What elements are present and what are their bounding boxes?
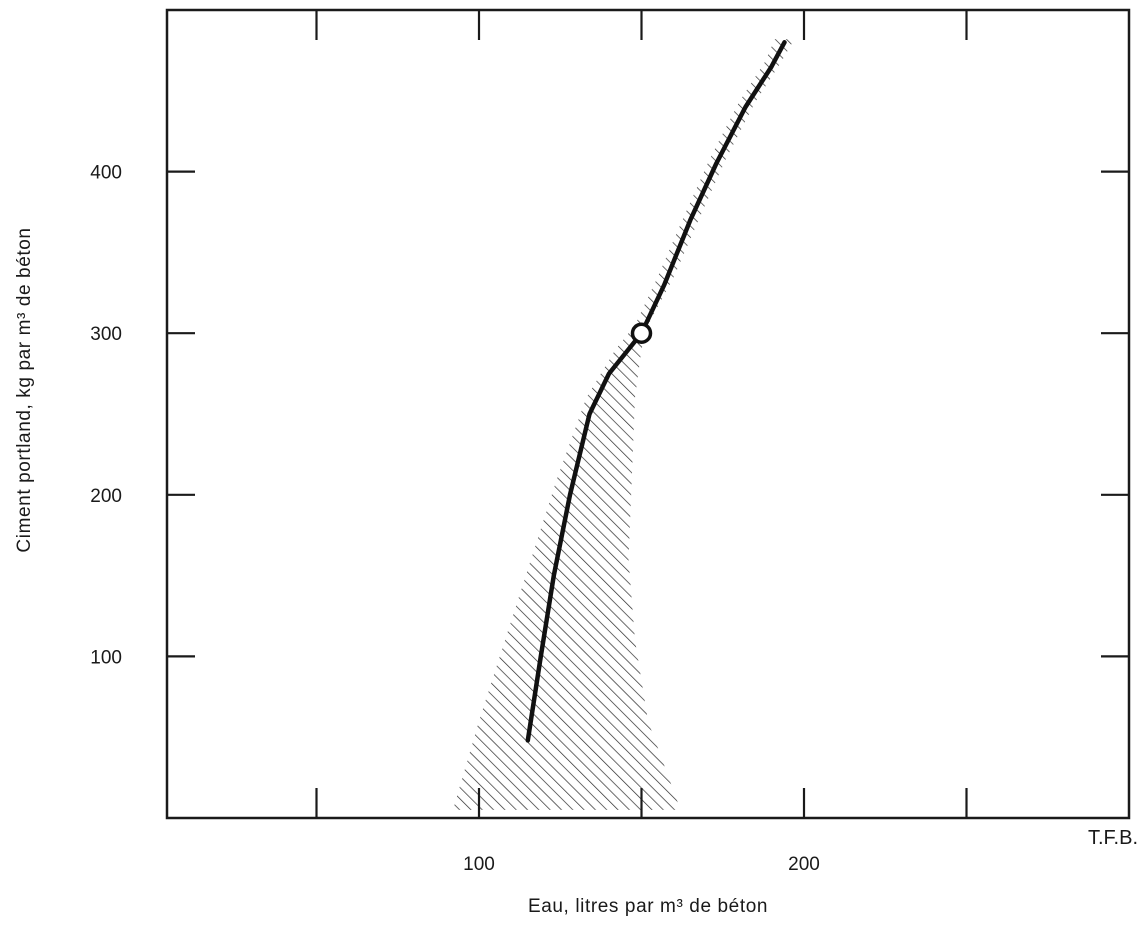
credit-label: T.F.B. [1088,827,1138,849]
x-tick-label: 200 [788,854,820,875]
hatched-band [453,39,795,810]
y-axis-title: Ciment portland, kg par m³ de béton [14,227,35,552]
x-tick-label: 100 [463,854,495,875]
highlight-point [630,322,653,344]
axis-ticks: 100 200 100 200 300 400 [90,10,1129,875]
y-tick-label: 100 [90,647,122,668]
plot-frame [165,8,1131,820]
y-tick-label: 200 [90,486,122,507]
y-tick-label: 300 [90,324,122,345]
x-axis-title: Eau, litres par m³ de béton [528,896,768,917]
y-tick-label: 400 [90,163,122,184]
